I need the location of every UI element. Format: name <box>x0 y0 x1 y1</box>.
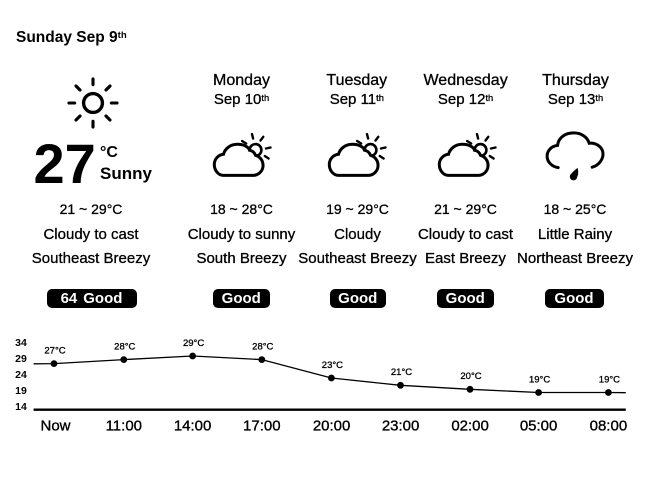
svg-text:05:00: 05:00 <box>520 417 558 434</box>
svg-text:29°C: 29°C <box>183 338 204 349</box>
svg-text:17:00: 17:00 <box>243 417 281 434</box>
svg-text:23°C: 23°C <box>322 360 343 371</box>
svg-text:34: 34 <box>15 337 27 349</box>
svg-text:08:00: 08:00 <box>590 417 628 434</box>
svg-text:29: 29 <box>15 353 27 365</box>
svg-text:21°C: 21°C <box>391 367 412 378</box>
svg-text:11:00: 11:00 <box>106 417 142 434</box>
svg-text:02:00: 02:00 <box>451 417 489 434</box>
svg-text:14: 14 <box>15 401 27 413</box>
svg-text:19°C: 19°C <box>529 374 550 385</box>
svg-text:20°C: 20°C <box>460 371 481 382</box>
svg-text:19: 19 <box>15 385 27 397</box>
svg-text:24: 24 <box>15 369 27 381</box>
svg-text:20:00: 20:00 <box>313 417 351 434</box>
svg-text:23:00: 23:00 <box>382 417 420 434</box>
svg-text:28°C: 28°C <box>252 341 273 352</box>
svg-text:19°C: 19°C <box>599 374 620 385</box>
svg-text:14:00: 14:00 <box>174 417 212 434</box>
svg-text:28°C: 28°C <box>114 341 135 352</box>
svg-text:27°C: 27°C <box>44 345 65 356</box>
svg-text:Now: Now <box>40 417 70 434</box>
